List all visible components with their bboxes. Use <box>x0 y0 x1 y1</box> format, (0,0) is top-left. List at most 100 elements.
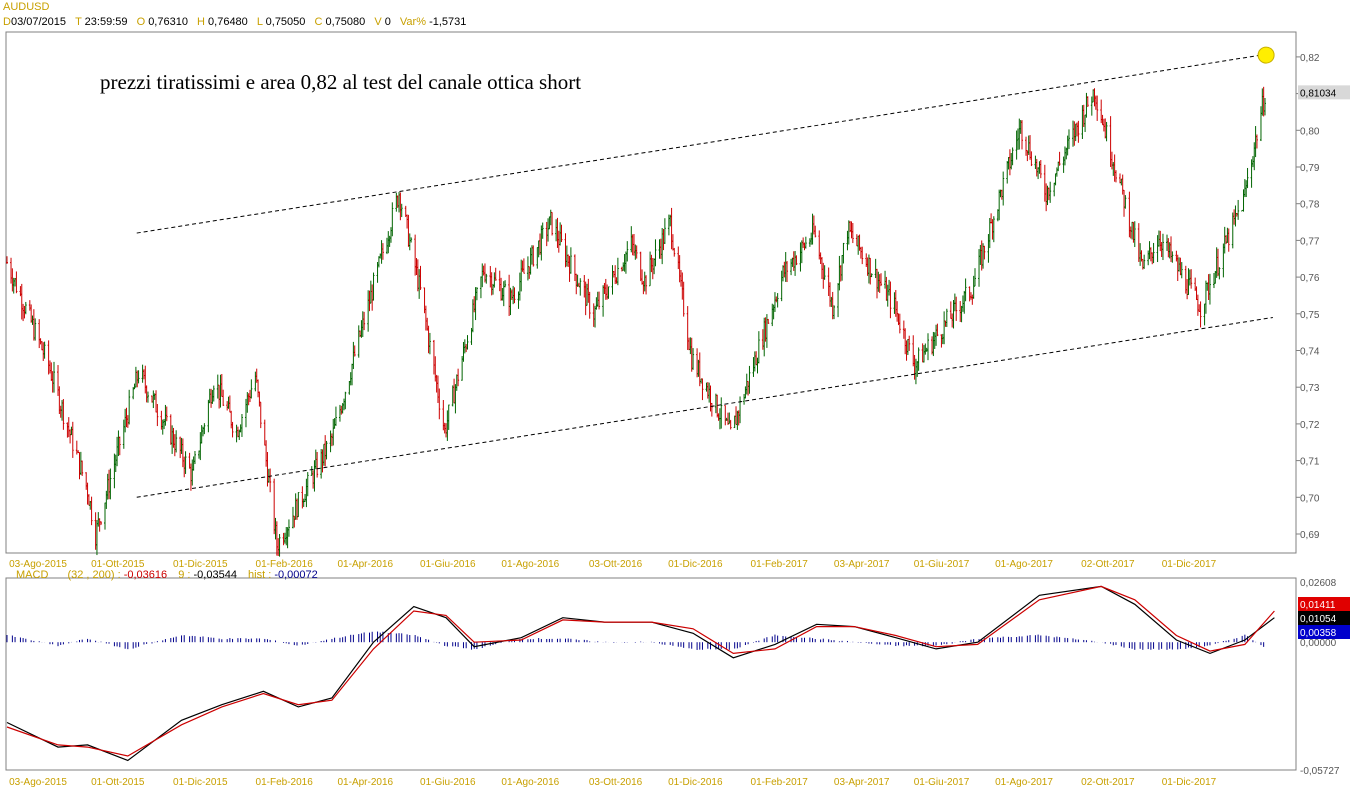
price-candle <box>1207 274 1210 301</box>
price-candle <box>1225 235 1228 245</box>
price-candle <box>86 482 89 505</box>
price-candle <box>502 281 505 307</box>
price-candle <box>998 189 1001 221</box>
price-candle <box>481 263 484 288</box>
price-candle <box>208 388 211 404</box>
price-candle <box>1102 118 1105 132</box>
price-candle <box>20 283 23 320</box>
price-candle <box>1092 89 1095 103</box>
price-candle <box>172 427 175 448</box>
price-candle <box>624 251 627 274</box>
price-candle <box>419 265 422 290</box>
price-candle <box>933 332 936 349</box>
price-candle <box>250 379 253 399</box>
macd-x-tick-label: 03-Ago-2015 <box>9 777 67 788</box>
price-candle <box>81 460 84 476</box>
price-candle <box>105 490 108 509</box>
price-candle <box>745 373 748 395</box>
price-candle <box>1055 167 1058 177</box>
price-candle <box>913 354 916 380</box>
price-candle <box>736 410 739 430</box>
price-candle <box>653 258 656 275</box>
price-candle <box>765 314 768 348</box>
price-candle <box>959 301 962 322</box>
price-candle <box>462 341 465 362</box>
price-candle <box>494 267 497 281</box>
price-candle <box>877 271 880 292</box>
price-candle <box>269 468 272 493</box>
price-candle <box>980 240 983 271</box>
price-candle <box>1110 151 1113 170</box>
date-value: 03/07/2015 <box>10 16 67 28</box>
price-candle <box>679 270 682 287</box>
price-candle <box>1114 170 1117 183</box>
price-candle <box>1124 195 1127 209</box>
price-candle <box>584 281 587 316</box>
price-candle <box>212 385 215 402</box>
price-candle <box>1077 120 1080 143</box>
price-candle <box>353 345 356 357</box>
price-candle <box>240 413 243 437</box>
price-candle <box>235 424 238 443</box>
price-candle <box>568 255 571 282</box>
price-y-tick-label: 0,76 <box>1300 273 1320 284</box>
price-candle <box>940 334 943 348</box>
price-candle <box>305 478 308 508</box>
price-candle <box>1264 97 1266 116</box>
price-candle <box>526 256 529 281</box>
price-candle <box>808 238 811 247</box>
price-candle <box>935 324 938 346</box>
price-candle <box>963 290 966 314</box>
price-candle <box>1030 151 1033 167</box>
price-candle <box>978 249 981 287</box>
price-candle <box>106 473 109 500</box>
price-candle <box>428 332 431 355</box>
price-candle <box>541 222 544 239</box>
price-candle <box>735 406 738 425</box>
price-candle <box>126 415 129 428</box>
price-candle <box>726 412 729 425</box>
price-candle <box>1215 247 1218 278</box>
price-candle <box>690 337 693 372</box>
price-candle <box>333 418 336 429</box>
price-candle <box>579 278 582 296</box>
price-candle <box>189 463 192 491</box>
price-y-tick-label: 0,71 <box>1300 457 1320 468</box>
price-candle <box>218 384 221 409</box>
macd-black-value: 0,01054 <box>1300 614 1337 625</box>
price-candle <box>47 340 50 375</box>
price-candle <box>1010 153 1013 170</box>
price-candle <box>501 288 504 301</box>
price-candle <box>31 315 34 325</box>
price-candle <box>658 239 661 259</box>
price-candle <box>880 273 883 287</box>
price-candle <box>1047 187 1050 201</box>
price-candle <box>1139 243 1142 266</box>
price-candle <box>1002 171 1005 206</box>
price-candle <box>1035 158 1038 177</box>
price-candle <box>1198 304 1201 312</box>
price-candle <box>650 254 653 273</box>
price-candle <box>95 519 98 556</box>
price-candle <box>408 233 411 251</box>
price-candle <box>1217 248 1220 277</box>
price-candle <box>996 209 999 222</box>
low-key: L <box>256 16 263 28</box>
price-candle <box>1259 106 1262 142</box>
price-candle <box>783 261 786 278</box>
price-candle <box>596 291 599 307</box>
price-candle <box>244 398 247 428</box>
price-candle <box>874 258 877 279</box>
var-value: -1,5731 <box>429 16 467 28</box>
price-y-tick-label: 0,74 <box>1300 347 1320 358</box>
price-candle <box>649 251 652 287</box>
price-candle <box>1167 238 1170 258</box>
price-candle <box>230 410 233 429</box>
price-candle <box>1180 262 1183 279</box>
price-candle <box>1096 95 1099 121</box>
price-candle <box>539 233 542 255</box>
price-candle <box>455 374 458 391</box>
price-candle <box>78 452 81 480</box>
price-candle <box>905 340 908 361</box>
